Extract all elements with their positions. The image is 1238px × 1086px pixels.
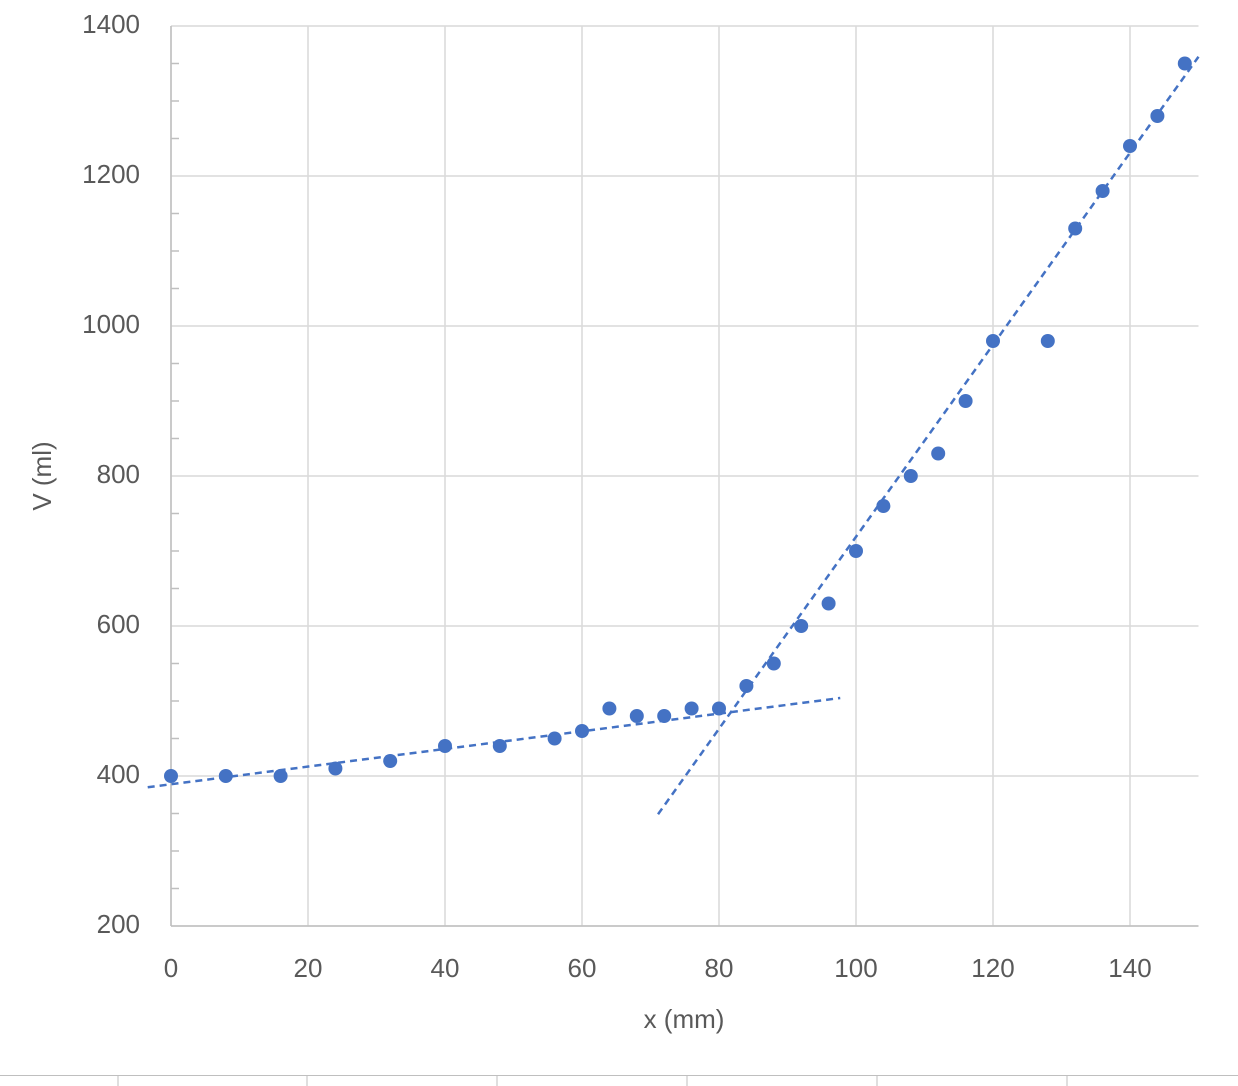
x-tick-label: 60 — [568, 953, 597, 983]
data-point — [547, 731, 562, 746]
data-point — [1177, 56, 1192, 71]
y-tick-label: 200 — [97, 909, 140, 939]
y-tick-label: 1000 — [82, 309, 140, 339]
x-tick-label: 80 — [705, 953, 734, 983]
x-tick-label: 120 — [971, 953, 1014, 983]
x-tick-label: 0 — [164, 953, 178, 983]
data-point — [766, 656, 781, 671]
data-point — [684, 701, 699, 716]
data-point — [986, 334, 1000, 348]
data-point — [739, 679, 754, 693]
x-tick-label: 100 — [834, 953, 877, 983]
x-tick-label: 40 — [431, 953, 460, 983]
data-point — [821, 596, 836, 611]
y-tick-label: 1400 — [82, 9, 140, 39]
data-point — [1123, 139, 1137, 153]
sheet-ruler — [0, 1075, 1238, 1086]
y-tick-label: 600 — [97, 609, 140, 639]
x-tick-label: 140 — [1108, 953, 1151, 983]
y-tick-label: 800 — [97, 459, 140, 489]
y-tick-label: 1200 — [82, 159, 140, 189]
data-point — [1095, 184, 1110, 198]
y-tick-label: 400 — [97, 759, 140, 789]
data-point — [1150, 109, 1165, 123]
data-point — [1068, 221, 1083, 236]
data-point — [629, 709, 644, 723]
data-point — [794, 619, 809, 633]
data-point — [164, 769, 178, 783]
data-point — [218, 769, 233, 783]
data-point — [1040, 334, 1055, 348]
data-point — [712, 701, 726, 716]
data-point — [903, 469, 918, 483]
data-point — [328, 761, 343, 776]
data-point — [492, 739, 507, 753]
data-point — [958, 394, 973, 408]
x-tick-label: 20 — [294, 953, 323, 983]
x-axis-label: x (mm) — [644, 1004, 725, 1034]
y-axis-label: V (ml) — [27, 441, 57, 510]
data-point — [849, 544, 863, 558]
data-point — [602, 701, 617, 716]
data-point — [383, 754, 398, 768]
data-point — [876, 499, 891, 513]
data-point — [575, 724, 589, 738]
data-point — [931, 446, 946, 461]
data-point — [273, 769, 288, 783]
data-point — [657, 709, 672, 723]
trend-line — [657, 56, 1200, 815]
data-point — [438, 739, 452, 753]
